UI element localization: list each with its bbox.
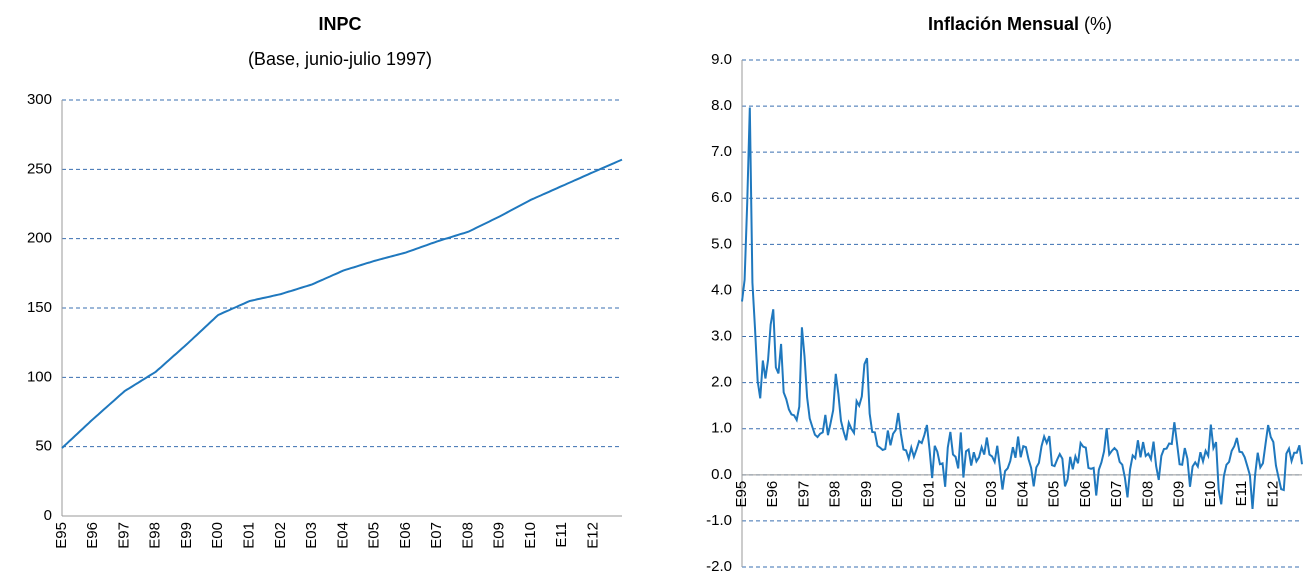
data-line [61,158,623,449]
y-tick-label: -2.0 [706,558,732,575]
y-tick-label: 7.0 [711,143,732,160]
x-tick-label: E95 [733,481,750,508]
y-tick-label: 8.0 [711,97,732,114]
x-tick-label: E10 [1202,481,1219,508]
x-tick-label: E96 [764,481,781,508]
x-tick-label: E99 [858,481,875,508]
y-tick-label: 0.0 [711,466,732,483]
y-tick-label: 4.0 [711,281,732,298]
y-tick-label: 5.0 [711,235,732,252]
x-tick-label: E07 [1108,481,1125,508]
y-tick-label: 0 [44,507,52,524]
chart-title-group: Inflación Mensual (%) [928,14,1112,34]
x-tick-label: E06 [1077,481,1094,508]
x-tick-label: E09 [1171,481,1188,508]
x-tick-label: E95 [53,522,70,549]
x-tick-label: E04 [334,522,351,549]
x-tick-label: E12 [584,522,601,549]
x-tick-label: E98 [827,481,844,508]
x-tick-label: E07 [428,522,445,549]
x-tick-label: E08 [1139,481,1156,508]
x-tick-label: E02 [272,522,289,549]
y-tick-label: 9.0 [711,51,732,68]
x-tick-label: E02 [952,481,969,508]
chart-title-unit: (%) [1084,14,1112,34]
x-tick-label: E97 [115,522,132,549]
x-tick-label: E96 [84,522,101,549]
x-tick-label: E08 [459,522,476,549]
chart-subtitle: (Base, junio-julio 1997) [248,49,432,69]
x-tick-label: E10 [522,522,539,549]
x-tick-label: E05 [1046,481,1063,508]
y-tick-label: 1.0 [711,420,732,437]
x-tick-label: E01 [241,522,258,549]
x-tick-label: E01 [921,481,938,508]
x-tick-label: E05 [366,522,383,549]
x-tick-label: E09 [491,522,508,549]
data-line [741,107,1303,510]
x-tick-label: E00 [889,481,906,508]
x-tick-label: E06 [397,522,414,549]
x-tick-label: E11 [553,522,570,548]
x-tick-label: E98 [147,522,164,549]
chart-title: INPC [318,14,361,34]
chart-title: Inflación Mensual [928,14,1079,34]
x-tick-label: E00 [209,522,226,549]
x-tick-label: E03 [983,481,1000,508]
y-tick-label: 150 [27,299,52,316]
x-tick-label: E04 [1014,481,1031,508]
x-tick-label: E99 [178,522,195,549]
y-tick-label: 2.0 [711,374,732,391]
y-tick-label: -1.0 [706,512,732,529]
x-tick-label: E11 [1233,481,1250,507]
y-tick-label: 3.0 [711,328,732,345]
y-tick-label: 250 [27,160,52,177]
y-tick-label: 200 [27,230,52,247]
x-tick-label: E12 [1264,481,1281,508]
y-tick-label: 300 [27,91,52,108]
y-tick-label: 6.0 [711,189,732,206]
y-tick-label: 100 [27,368,52,385]
x-tick-label: E03 [303,522,320,549]
y-tick-label: 50 [35,438,52,455]
x-tick-label: E97 [795,481,812,508]
